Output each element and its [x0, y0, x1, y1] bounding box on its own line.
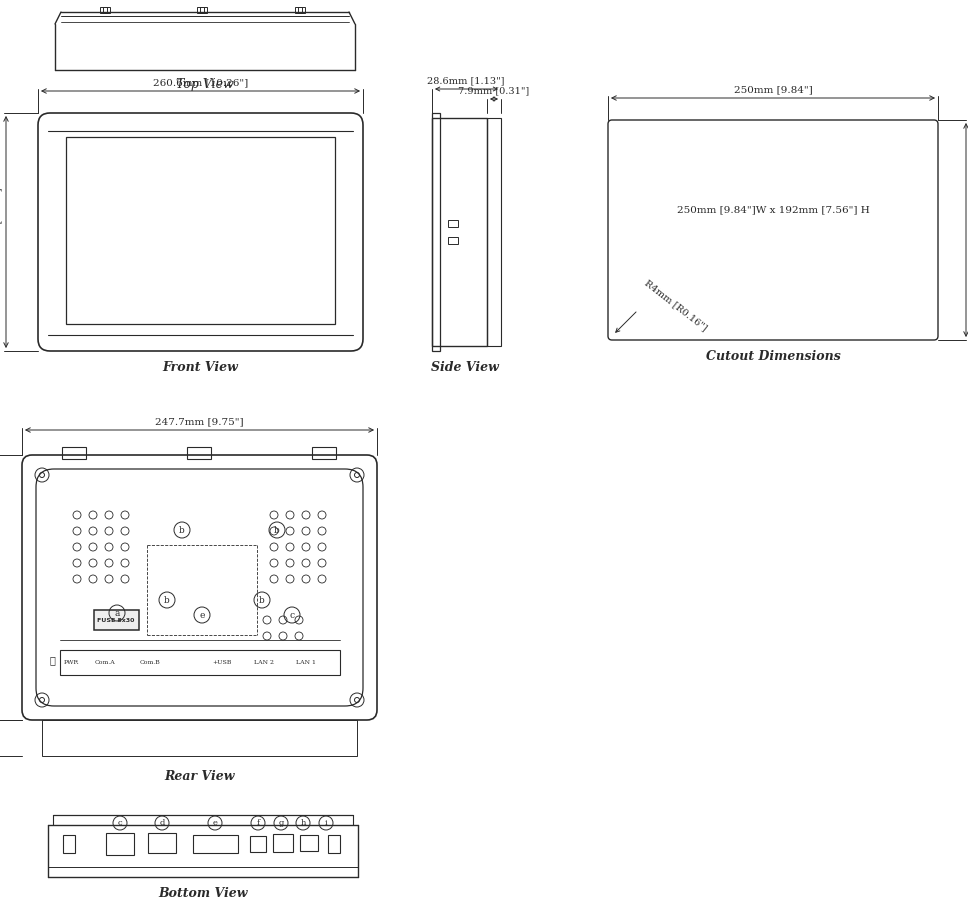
Text: 7.9mm [0.31"]: 7.9mm [0.31"] [459, 86, 529, 95]
Bar [197, 7, 204, 13]
Bar [448, 220, 458, 227]
Text: Rear View: Rear View [165, 770, 235, 783]
Bar [148, 833, 176, 853]
Bar [66, 137, 335, 324]
Text: 28.6mm [1.13"]: 28.6mm [1.13"] [427, 76, 504, 85]
Text: e: e [199, 610, 204, 620]
Bar [193, 835, 238, 853]
Text: g: g [279, 819, 284, 827]
Text: 203.1mm [8.00"]: 203.1mm [8.00"] [0, 188, 2, 277]
Text: FUSE 8x30: FUSE 8x30 [98, 618, 135, 622]
Bar [328, 835, 340, 853]
Bar [298, 7, 305, 13]
Bar [60, 650, 340, 675]
Bar [100, 7, 107, 13]
Text: 247.7mm [9.75"]: 247.7mm [9.75"] [155, 417, 244, 426]
Bar [94, 610, 139, 630]
Bar [187, 447, 211, 459]
Text: 250mm [9.84"]: 250mm [9.84"] [734, 85, 812, 94]
Text: Side View: Side View [431, 361, 499, 374]
Text: LAN 1: LAN 1 [296, 659, 317, 665]
Text: +USB: +USB [213, 659, 232, 665]
Bar [62, 447, 86, 459]
Text: Cutout Dimensions: Cutout Dimensions [706, 350, 840, 363]
Text: f: f [257, 819, 259, 827]
Text: b: b [179, 526, 185, 535]
Bar [103, 7, 110, 13]
Text: PWR: PWR [64, 659, 78, 665]
Text: Com.A: Com.A [95, 659, 115, 665]
Text: e: e [213, 819, 218, 827]
Text: ⏚: ⏚ [49, 655, 55, 665]
Text: Com.B: Com.B [139, 659, 160, 665]
Text: Front View: Front View [163, 361, 238, 374]
Text: R4mm [R0.16"]: R4mm [R0.16"] [643, 278, 709, 332]
Text: c: c [118, 819, 122, 827]
Text: b: b [274, 526, 280, 535]
Bar [273, 834, 293, 852]
Bar [448, 237, 458, 244]
Text: i: i [324, 819, 327, 827]
Text: d: d [160, 819, 165, 827]
Bar [295, 7, 302, 13]
Text: h: h [300, 819, 306, 827]
Bar [300, 835, 318, 851]
Bar [312, 447, 336, 459]
Text: a: a [114, 609, 120, 618]
Text: LAN 2: LAN 2 [255, 659, 274, 665]
Bar [200, 7, 207, 13]
Bar [432, 118, 487, 346]
Bar [106, 833, 134, 855]
Text: 250mm [9.84"]W x 192mm [7.56"] H: 250mm [9.84"]W x 192mm [7.56"] H [677, 206, 869, 215]
Bar [250, 836, 266, 852]
Text: Top View: Top View [176, 78, 234, 91]
Bar [42, 720, 357, 756]
Bar [432, 113, 440, 351]
Text: 260.6mm [10.26"]: 260.6mm [10.26"] [153, 78, 248, 87]
Bar [487, 118, 501, 346]
Text: c: c [289, 610, 294, 620]
Text: Bottom View: Bottom View [158, 887, 248, 900]
Text: b: b [259, 596, 265, 605]
Text: b: b [165, 596, 169, 605]
Bar [63, 835, 75, 853]
